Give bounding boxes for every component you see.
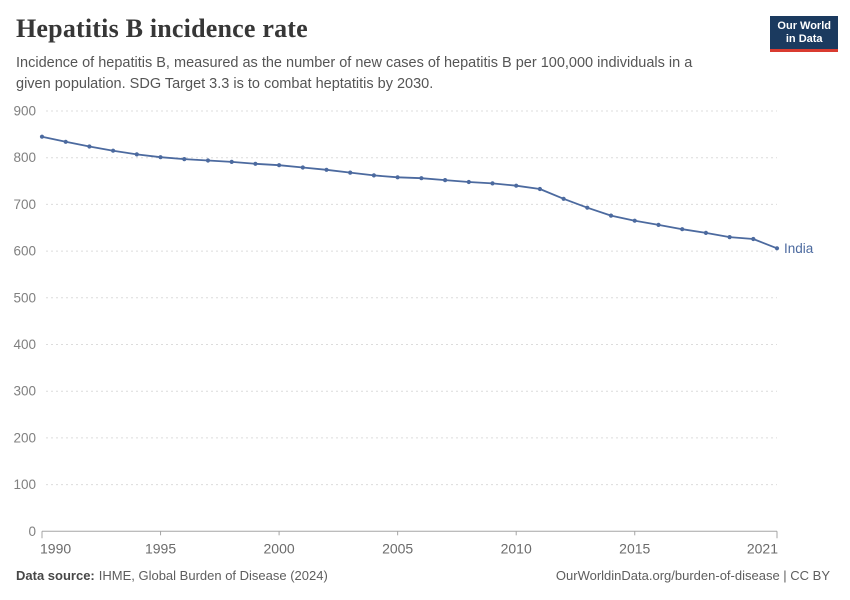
y-axis-tick-label: 600 (13, 244, 36, 259)
india-data-point (182, 157, 187, 162)
india-series-label: India (784, 241, 814, 256)
x-axis-tick-label: 2015 (619, 540, 650, 556)
india-data-point (656, 222, 661, 227)
chart-subtitle-line-1: Incidence of hepatitis B, measured as th… (16, 55, 693, 71)
data-source-note: Data source: IHME, Global Burden of Disea… (16, 568, 328, 583)
x-axis-tick-label: 1990 (40, 540, 71, 556)
india-data-point (774, 246, 780, 251)
y-axis-tick-label: 200 (13, 430, 36, 445)
owid-logo-line-2: in Data (785, 33, 823, 45)
y-axis-tick-label: 700 (13, 197, 36, 212)
y-axis-tick-label: 900 (13, 104, 36, 119)
y-axis-tick-label: 100 (13, 477, 36, 492)
x-axis-tick-label: 2021 (747, 540, 778, 556)
x-axis-tick-label: 2005 (382, 540, 413, 556)
india-data-point (205, 158, 211, 163)
india-data-point (348, 170, 353, 175)
y-axis-tick-label: 400 (13, 337, 36, 352)
india-data-point (253, 161, 258, 166)
chart-header: Hepatitis B incidence rate Incidence of … (16, 14, 760, 95)
india-data-point (585, 205, 590, 210)
x-axis-tick-label: 1995 (145, 540, 176, 556)
x-axis-tick-label: 2000 (264, 540, 295, 556)
y-axis-tick-label: 300 (13, 384, 36, 399)
owid-logo-line-1: Our World (777, 20, 831, 32)
india-data-point (751, 236, 756, 242)
india-data-point (561, 196, 566, 201)
india-data-point (680, 227, 685, 232)
data-source-label: Data source: (16, 568, 95, 583)
india-data-point (111, 148, 116, 153)
y-axis-tick-label: 0 (28, 524, 36, 539)
data-source-value: IHME, Global Burden of Disease (2024) (98, 568, 328, 583)
india-data-point (608, 213, 614, 218)
india-data-point (632, 218, 637, 223)
india-data-point (229, 159, 234, 164)
india-data-point (727, 235, 732, 240)
india-data-point (443, 178, 448, 183)
india-data-point (63, 139, 68, 144)
chart-title: Hepatitis B incidence rate (16, 14, 308, 43)
india-data-point (371, 173, 376, 178)
india-data-point (324, 167, 329, 172)
india-data-point (395, 175, 400, 180)
x-axis-tick-label: 2010 (501, 540, 532, 556)
india-data-point (537, 186, 543, 192)
india-data-point (277, 163, 282, 168)
owid-footer-link: OurWorldinData.org/burden-of-disease | C… (555, 568, 830, 583)
india-data-point (87, 144, 92, 149)
india-data-point (39, 134, 45, 139)
y-axis-tick-label: 500 (13, 290, 36, 305)
india-data-point (514, 183, 519, 188)
india-data-point (134, 152, 139, 157)
owid-logo: Our World in Data (770, 16, 838, 52)
india-data-point (490, 181, 495, 186)
chart-subtitle: Incidence of hepatitis B, measured as th… (16, 53, 760, 95)
chart-footer: Data source: IHME, Global Burden of Disea… (16, 568, 830, 583)
india-data-point (300, 165, 305, 170)
india-data-point (703, 230, 709, 235)
india-data-point (466, 179, 471, 185)
chart-subtitle-line-2: given population. SDG Target 3.3 is to c… (16, 76, 434, 92)
india-data-point (158, 155, 163, 160)
y-axis-tick-label: 800 (13, 150, 36, 165)
india-line (41, 135, 778, 250)
india-data-point (419, 176, 424, 181)
